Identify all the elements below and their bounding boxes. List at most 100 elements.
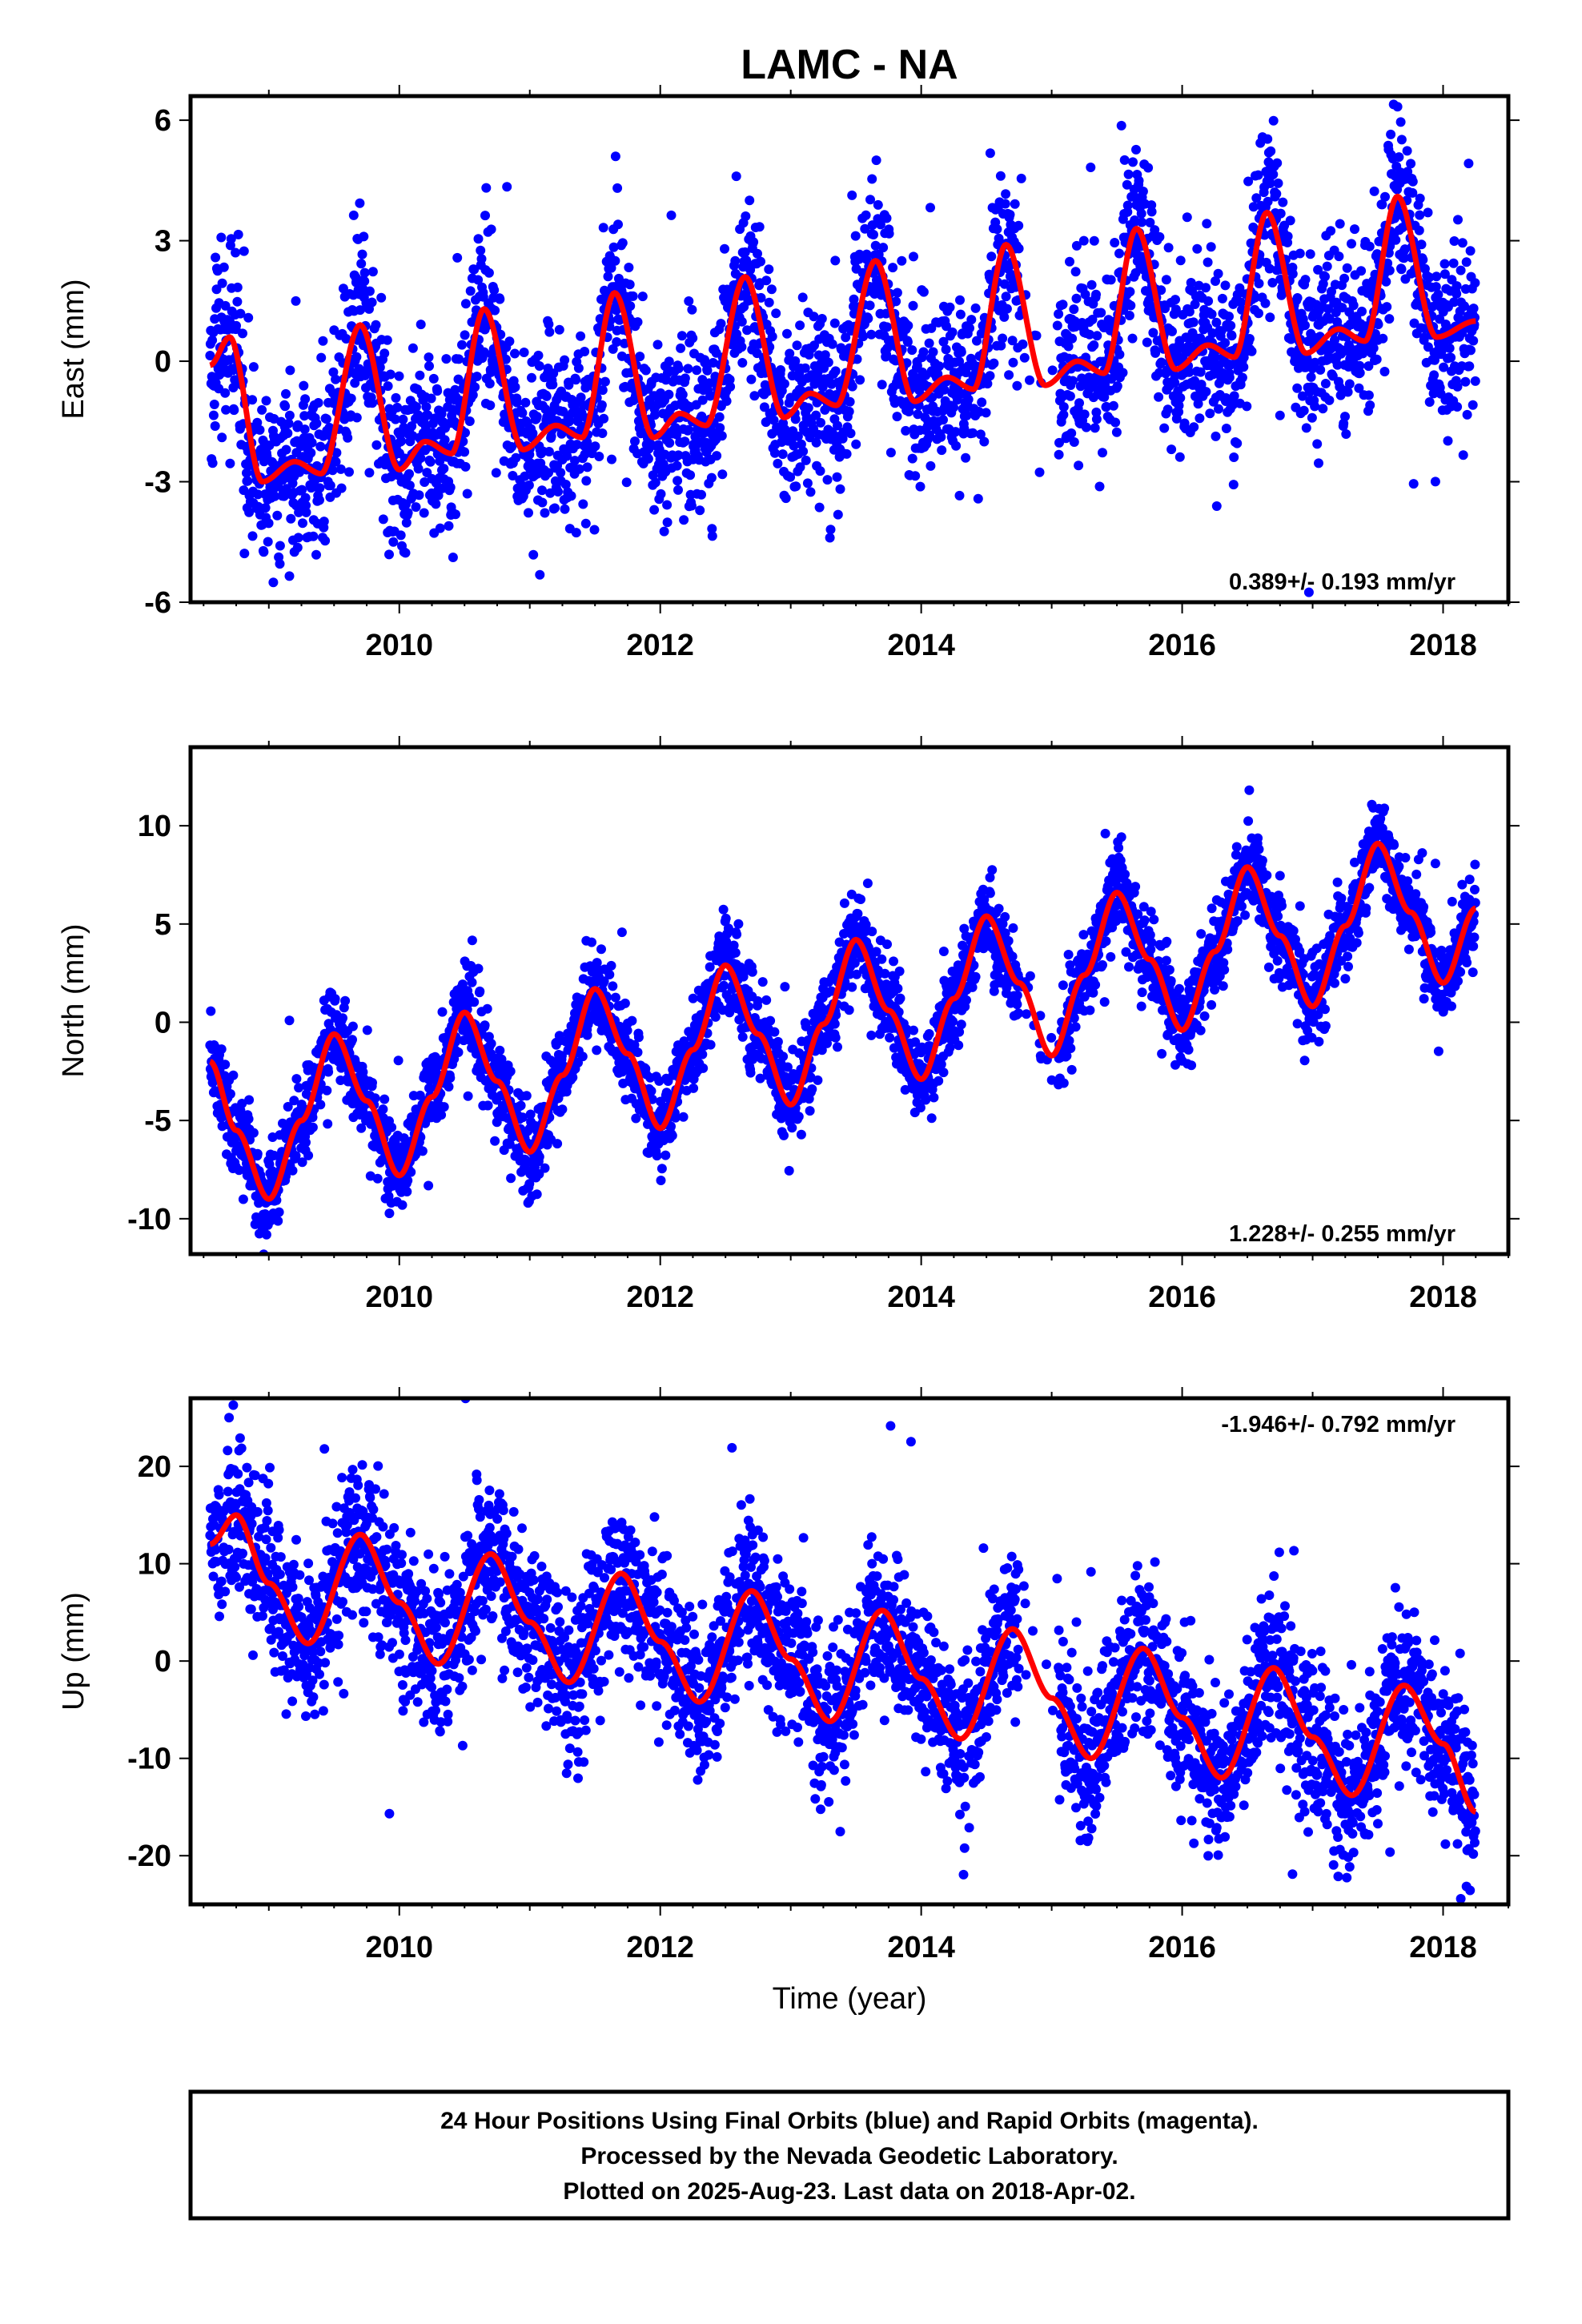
east-point [702,365,713,376]
east-point [597,385,608,396]
east-point [392,402,403,412]
east-point [1089,235,1099,246]
east-point [928,347,938,357]
east-point [1091,407,1102,417]
east-point [1248,202,1259,212]
east-point [293,533,303,543]
east-point [672,429,682,440]
east-point [327,465,338,476]
east-point [947,327,958,337]
east-point [508,471,518,480]
east-point [1206,242,1216,252]
east-point [1091,414,1102,424]
east-point [485,400,496,411]
east-point [822,475,833,485]
east-point [1254,308,1263,319]
east-point [428,373,439,384]
east-point [1373,320,1383,330]
east-point [1409,318,1419,328]
east-point [371,440,382,450]
north-point [646,1086,656,1096]
east-point [1001,189,1011,199]
east-point [1101,401,1111,412]
east-point [1380,191,1390,202]
east-point [1207,309,1217,320]
east-point [717,469,728,480]
north-point [667,1131,677,1140]
east-point [1439,269,1450,279]
east-point [1031,331,1042,341]
east-point [355,198,365,208]
east-point [331,448,342,458]
east-point [270,491,280,501]
east-point [761,275,772,286]
east-point [965,323,974,333]
east-point [1232,438,1243,448]
east-point [396,530,406,541]
east-point [789,440,799,451]
east-point [311,418,322,428]
east-point [379,348,390,359]
east-point [1114,248,1124,259]
east-point [823,357,833,368]
east-point [527,372,536,383]
east-point [359,276,370,287]
north-point [480,1020,490,1031]
east-point [1334,251,1344,262]
east-point [1079,409,1090,420]
east-point [1058,300,1068,310]
east-point [1384,314,1395,324]
east-point [1415,193,1425,203]
east-point [470,382,480,392]
east-point [578,499,588,509]
east-point [1363,361,1374,372]
east-point [781,493,791,504]
east-point [468,390,478,400]
east-point [995,171,1006,181]
east-point [869,230,878,239]
east-point [998,333,1008,344]
east-frame [188,94,1511,605]
east-point [1377,199,1387,210]
y-tick-label: 6 [155,104,171,138]
east-point [1145,217,1155,227]
east-point [1143,163,1154,173]
east-point [1224,372,1235,383]
east-point [1439,259,1450,269]
north-point [482,1003,492,1014]
north-point [632,1047,643,1057]
east-point [544,468,553,478]
east-point [847,190,857,200]
north-point [697,1049,708,1059]
east-point [472,372,482,382]
east-point [465,286,476,296]
east-point [697,489,706,500]
east-point [861,210,871,220]
east-point [1305,249,1315,259]
east-point [1211,317,1222,328]
east-point [798,446,809,456]
east-point [1355,368,1365,378]
east-point [1221,424,1231,433]
north-point [297,1157,307,1168]
east-point [1431,282,1441,292]
east-point [486,224,496,235]
east-point [825,525,836,535]
east-point [664,356,674,367]
east-point [1381,276,1391,287]
east-point [1099,392,1110,402]
east-point [790,356,801,366]
east-point [207,458,218,468]
east-point [435,456,445,466]
east-point [677,331,687,341]
east-point [1278,197,1288,207]
east-point [888,263,898,273]
east-point [414,490,424,501]
east-point [316,352,327,363]
east-point [607,454,616,464]
east-point [683,424,693,435]
east-point [1242,401,1252,412]
east-point [892,287,902,298]
east-point [1335,219,1345,229]
east-point [421,402,432,412]
